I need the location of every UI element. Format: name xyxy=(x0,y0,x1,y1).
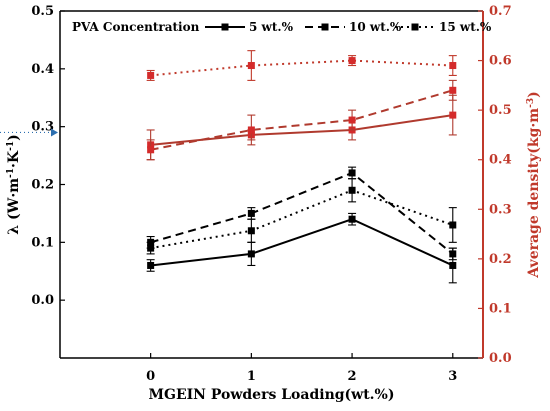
right-tick-label: 0.5 xyxy=(489,103,512,118)
series-layer xyxy=(146,50,457,284)
series-line-left-2 xyxy=(150,189,454,250)
data-point-marker xyxy=(147,244,155,252)
series-line-right-5 xyxy=(150,59,453,77)
left-tick-label: 0.0 xyxy=(31,293,54,308)
data-point-marker xyxy=(147,261,155,269)
legend-entry-label: 5 wt.% xyxy=(249,20,294,34)
data-point-marker xyxy=(449,86,457,94)
data-point-marker xyxy=(247,227,255,235)
data-point-marker xyxy=(348,57,356,65)
data-point-marker xyxy=(147,71,155,79)
data-point-marker xyxy=(348,116,356,124)
right-tick-label: 0.7 xyxy=(489,4,512,19)
series-line-right-4 xyxy=(150,89,454,151)
x-axis-label: MGEIN Powders Loading(wt.%) xyxy=(149,387,395,403)
data-point-marker xyxy=(247,250,255,258)
x-tick-label: 2 xyxy=(348,369,357,384)
data-point-marker xyxy=(449,111,457,119)
right-axis-label: Average density(kg·m-3) xyxy=(526,91,542,278)
data-point-marker xyxy=(348,169,356,177)
legend-title: PVA Concentration xyxy=(72,20,200,34)
right-tick-label: 0.4 xyxy=(489,153,512,168)
data-point-marker xyxy=(247,209,255,217)
annotation-arrow-head xyxy=(51,128,58,137)
data-point-marker xyxy=(147,146,155,154)
x-tick-label: 1 xyxy=(247,369,256,384)
data-point-marker xyxy=(247,126,255,134)
left-tick-label: 0.5 xyxy=(31,4,54,19)
legend-swatch-marker xyxy=(221,23,229,31)
right-tick-label: 0.2 xyxy=(489,252,512,267)
legend-entry-label: 10 wt.% xyxy=(349,20,402,34)
x-axis-ticks: 0 1 2 3 xyxy=(146,353,457,384)
data-point-marker xyxy=(348,215,356,223)
data-point-marker xyxy=(247,62,255,70)
series-line-left-0 xyxy=(150,218,454,267)
right-tick-label: 0.3 xyxy=(489,202,512,217)
legend: PVA Concentration 5 wt.% 10 wt.% 15 wt.% xyxy=(72,20,492,34)
annotation-arrow xyxy=(0,128,58,137)
legend-swatch-marker xyxy=(411,23,419,31)
data-point-marker xyxy=(449,261,457,269)
left-tick-label: 0.4 xyxy=(31,62,54,77)
series-line-left-1 xyxy=(150,171,454,255)
right-tick-label: 0.0 xyxy=(489,351,512,366)
plot-frame xyxy=(59,10,484,359)
data-point-marker xyxy=(449,250,457,258)
left-tick-label: 0.2 xyxy=(31,178,54,193)
x-tick-label: 0 xyxy=(146,369,155,384)
data-point-marker xyxy=(449,221,457,229)
legend-swatch-marker xyxy=(321,23,329,31)
data-point-marker xyxy=(449,62,457,70)
right-tick-label: 0.1 xyxy=(489,301,512,316)
right-axis-ticks: 0.0 0.1 0.2 0.3 0.4 0.5 0.6 0.7 xyxy=(478,4,512,366)
left-tick-label: 0.3 xyxy=(31,120,54,135)
data-point-marker xyxy=(348,186,356,194)
right-tick-label: 0.6 xyxy=(489,54,512,69)
left-axis-ticks: 0.0 0.1 0.2 0.3 0.4 0.5 xyxy=(31,4,65,308)
x-tick-label: 3 xyxy=(448,369,457,384)
series-line-right-3 xyxy=(150,114,453,146)
left-tick-label: 0.1 xyxy=(31,235,54,250)
left-axis-label: λ (W·m-1·K-1) xyxy=(6,134,22,234)
legend-entry-label: 15 wt.% xyxy=(439,20,492,34)
